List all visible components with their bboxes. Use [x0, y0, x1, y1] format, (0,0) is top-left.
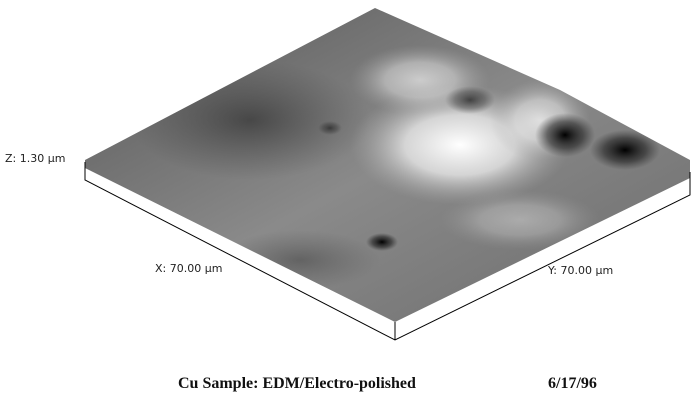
- z-label: Z: 1.30 µm: [5, 152, 65, 165]
- figure: Z: 1.30 µm X: 70.00 µm Y: 70.00 µm Cu Sa…: [0, 0, 696, 402]
- surface: [80, 0, 696, 330]
- caption-title: Cu Sample: EDM/Electro-polished: [178, 375, 416, 392]
- y-label: Y: 70.00 µm: [547, 264, 613, 277]
- x-label: X: 70.00 µm: [155, 262, 222, 275]
- caption-date: 6/17/96: [548, 375, 597, 392]
